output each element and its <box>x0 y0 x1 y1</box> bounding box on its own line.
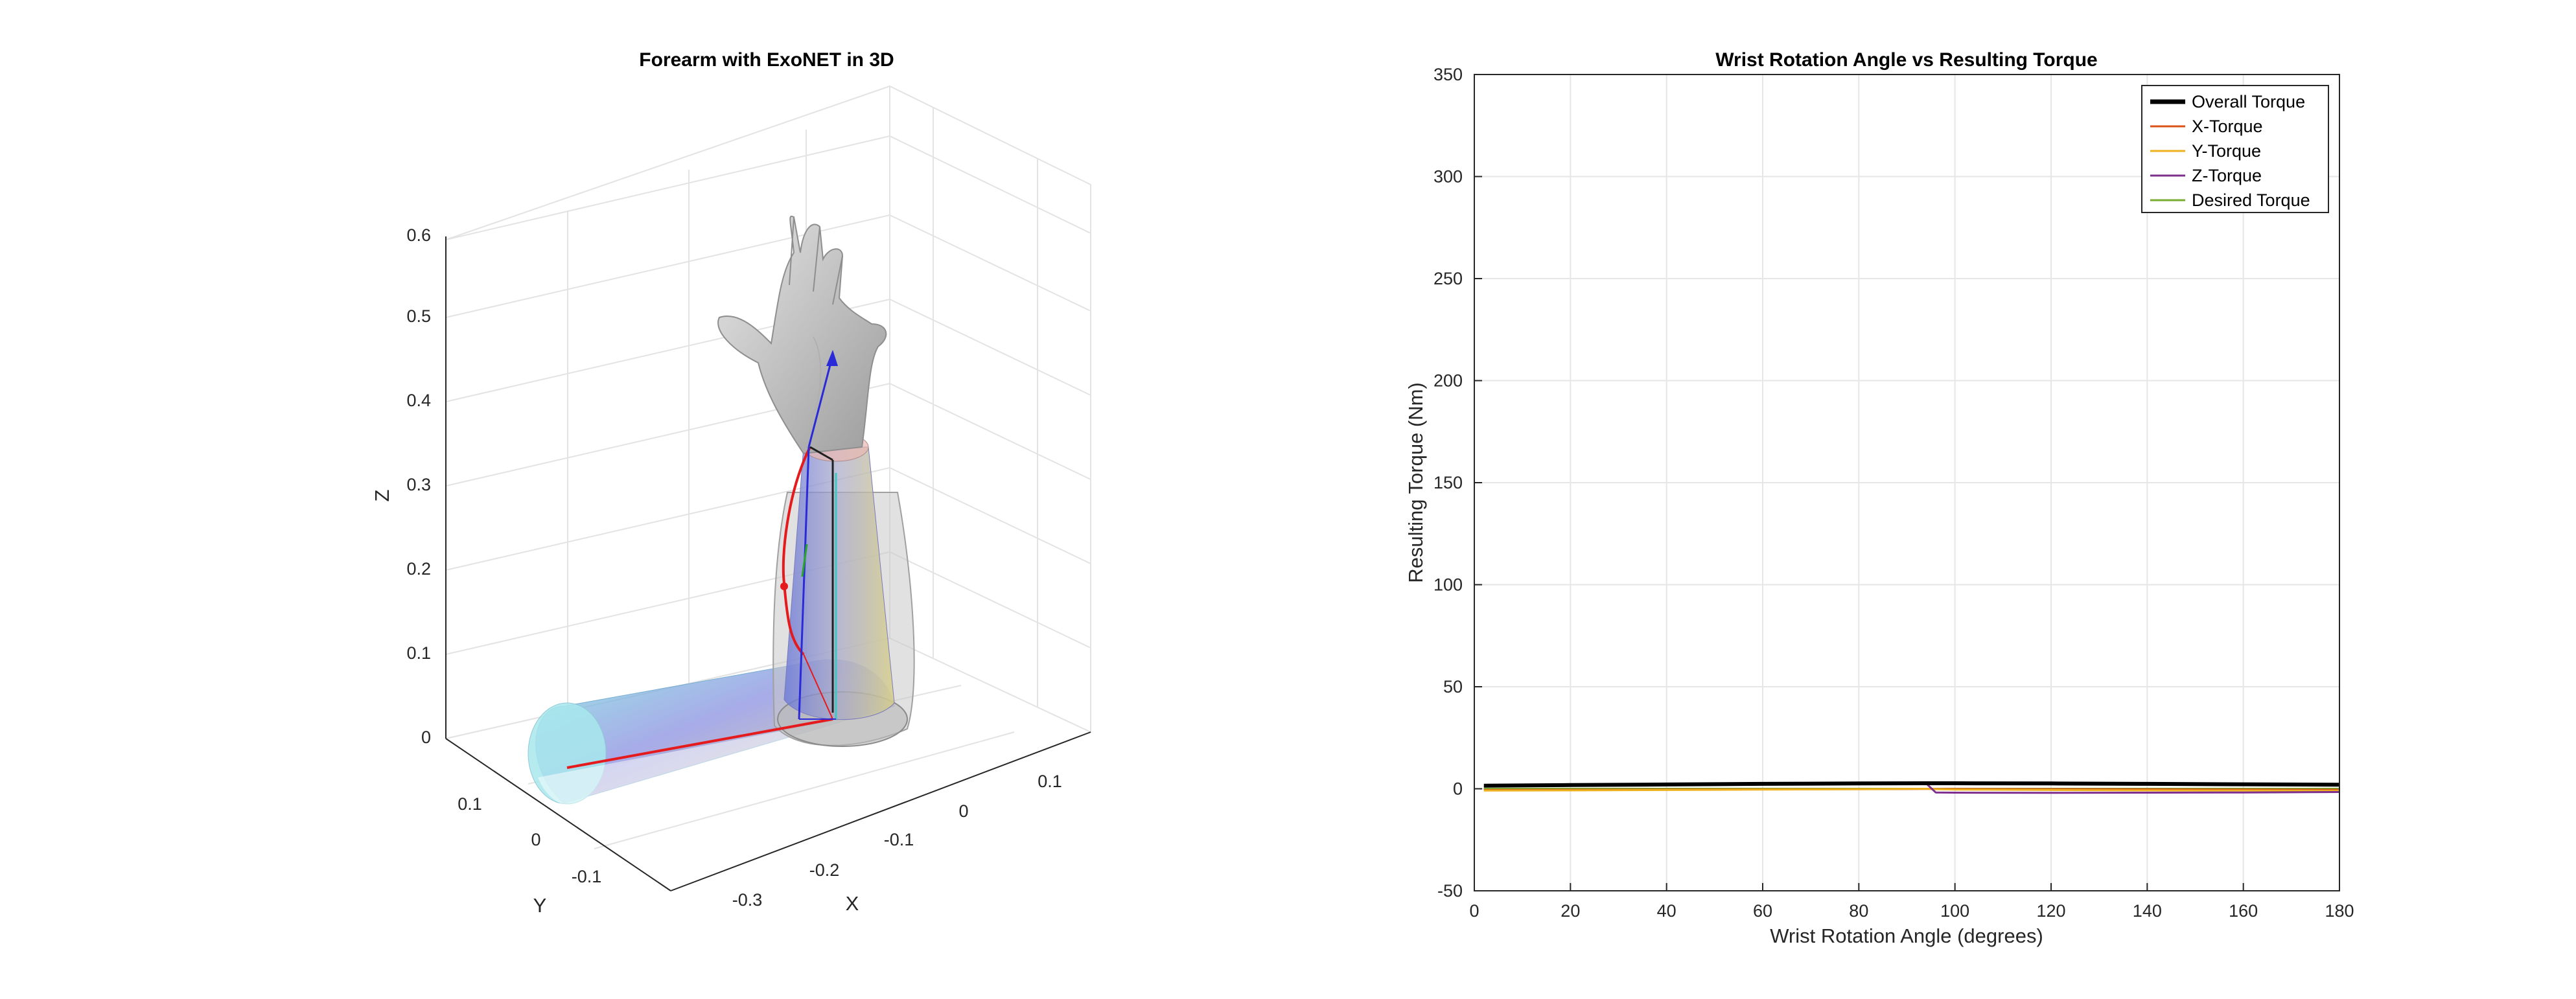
z-axis-label: Z <box>371 490 393 502</box>
x-axis-label: X <box>846 892 859 915</box>
y-axis-label: Y <box>533 894 547 917</box>
x-tick-label: -0.2 <box>809 860 840 880</box>
y-tick-label: 300 <box>1433 167 1463 187</box>
x-tick-label: 0 <box>1469 901 1479 921</box>
arrow-head <box>826 350 838 366</box>
torque-line-chart: Wrist Rotation Angle vs Resulting Torque… <box>1404 49 2354 947</box>
legend-label: Overall Torque <box>2192 92 2305 111</box>
legend-items: Overall Torque X-Torque Y-Torque Z-Torque De… <box>2150 92 2310 210</box>
x-tick-label: -0.3 <box>732 890 763 910</box>
x-tick-label: 140 <box>2133 901 2162 921</box>
right-y-axis-label: Resulting Torque (Nm) <box>1404 382 1427 583</box>
z-axis-ticks: 0 0.1 0.2 0.3 0.4 0.5 0.6 <box>406 225 431 747</box>
y-tick-label: -50 <box>1437 881 1463 901</box>
y-tick-label: 250 <box>1433 269 1463 288</box>
y-axis-ticks: 0.1 0 -0.1 <box>458 794 601 886</box>
y-tick-label: 0.1 <box>458 794 482 814</box>
y-tick-label: -0.1 <box>572 867 602 886</box>
x-tick-label: 80 <box>1849 901 1868 921</box>
right-chart-title: Wrist Rotation Angle vs Resulting Torque <box>1715 49 2097 71</box>
legend-label: Z-Torque <box>2192 166 2262 185</box>
x-axis-ticks: -0.3 -0.2 -0.1 0 0.1 <box>732 772 1062 910</box>
z-tick-label: 0 <box>421 728 431 747</box>
x-tick-label: 160 <box>2229 901 2258 921</box>
series-lines <box>1483 781 2340 794</box>
x-tick-label: 0 <box>958 801 968 821</box>
x-tick-label: 100 <box>1940 901 1969 921</box>
x-tick-label: 20 <box>1561 901 1580 921</box>
z-tick-label: 0.2 <box>406 559 431 579</box>
x-tick-label: 120 <box>2036 901 2065 921</box>
y-tick-label: 100 <box>1433 575 1463 595</box>
left-chart-title: Forearm with ExoNET in 3D <box>639 49 894 71</box>
legend-box <box>2141 85 2329 213</box>
z-tick-label: 0.3 <box>406 475 431 494</box>
x-tick-label: 40 <box>1657 901 1677 921</box>
y-tick-label: 350 <box>1433 65 1463 84</box>
x-tick-label: 180 <box>2325 901 2354 921</box>
hand-model <box>717 215 887 455</box>
x-ticks: 0 20 40 60 80 100 120 140 160 180 <box>1469 883 2354 921</box>
y-tick-label: 0 <box>531 830 540 849</box>
y-tick-label: 50 <box>1443 677 1463 696</box>
series-line-overall-torque <box>1483 781 2340 788</box>
z-tick-label: 0.4 <box>406 391 431 410</box>
y-tick-label: 200 <box>1433 371 1463 391</box>
legend-label: Desired Torque <box>2192 190 2310 210</box>
forearm-3d-panel: Forearm with ExoNET in 3D <box>371 49 1091 917</box>
y-ticks: -50 0 50 100 150 200 250 300 350 <box>1433 65 1482 901</box>
legend-label: X-Torque <box>2192 117 2263 136</box>
z-tick-label: 0.1 <box>406 643 431 663</box>
y-tick-label: 0 <box>1453 779 1463 799</box>
cable-node <box>780 582 788 590</box>
x-tick-label: 0.1 <box>1038 772 1062 791</box>
exonet-cables <box>566 350 838 769</box>
plot-frame <box>1474 74 2340 891</box>
z-tick-label: 0.5 <box>406 306 431 326</box>
z-tick-label: 0.6 <box>406 225 431 245</box>
axes-3d <box>445 236 1091 891</box>
right-x-axis-label: Wrist Rotation Angle (degrees) <box>1770 924 2043 947</box>
y-tick-label: 150 <box>1433 473 1463 492</box>
x-tick-label: 60 <box>1753 901 1772 921</box>
legend: Overall Torque X-Torque Y-Torque Z-Torque De… <box>2141 85 2329 213</box>
x-tick-label: -0.1 <box>884 830 914 849</box>
legend-label: Y-Torque <box>2192 141 2261 161</box>
